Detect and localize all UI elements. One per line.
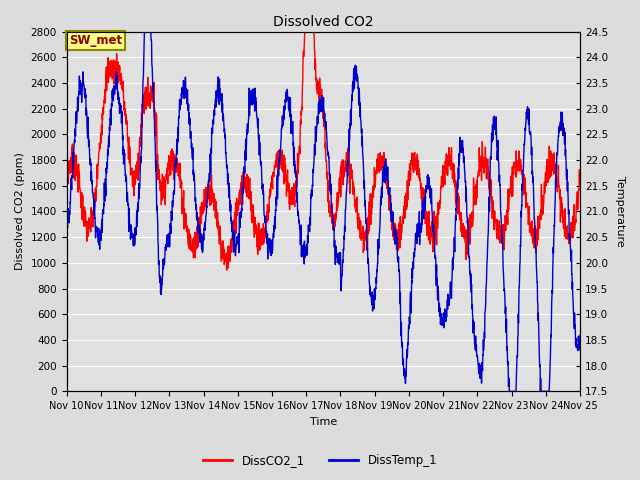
X-axis label: Time: Time bbox=[310, 417, 337, 427]
DissTemp_1 bbox=[313, 127, 321, 132]
DissTemp_1 bbox=[506, 388, 513, 394]
DissTemp_1 bbox=[89, 191, 97, 196]
Line: DissCO2_1: DissCO2_1 bbox=[67, 32, 580, 270]
DissCO2_1 bbox=[299, 66, 307, 72]
DissCO2_1 bbox=[468, 215, 476, 221]
DissTemp_1 bbox=[299, 243, 307, 249]
Legend: DissCO2_1, DissTemp_1: DissCO2_1, DissTemp_1 bbox=[198, 449, 442, 472]
DissCO2_1 bbox=[577, 179, 584, 185]
DissTemp_1 bbox=[577, 332, 584, 338]
Y-axis label: Temperature: Temperature bbox=[615, 176, 625, 247]
Text: SW_met: SW_met bbox=[69, 35, 122, 48]
DissCO2_1 bbox=[89, 211, 97, 217]
DissTemp_1 bbox=[562, 155, 570, 161]
DissCO2_1 bbox=[562, 235, 570, 240]
Y-axis label: Dissolved CO2 (ppm): Dissolved CO2 (ppm) bbox=[15, 153, 25, 270]
DissTemp_1 bbox=[467, 289, 475, 295]
DissCO2_1 bbox=[63, 164, 70, 170]
DissCO2_1 bbox=[562, 225, 570, 230]
DissTemp_1 bbox=[562, 147, 570, 153]
DissCO2_1 bbox=[223, 267, 230, 273]
DissCO2_1 bbox=[313, 77, 321, 83]
DissTemp_1 bbox=[63, 229, 70, 235]
Line: DissTemp_1: DissTemp_1 bbox=[67, 32, 580, 391]
Title: Dissolved CO2: Dissolved CO2 bbox=[273, 15, 374, 29]
DissCO2_1 bbox=[301, 29, 308, 35]
DissTemp_1 bbox=[141, 29, 148, 35]
